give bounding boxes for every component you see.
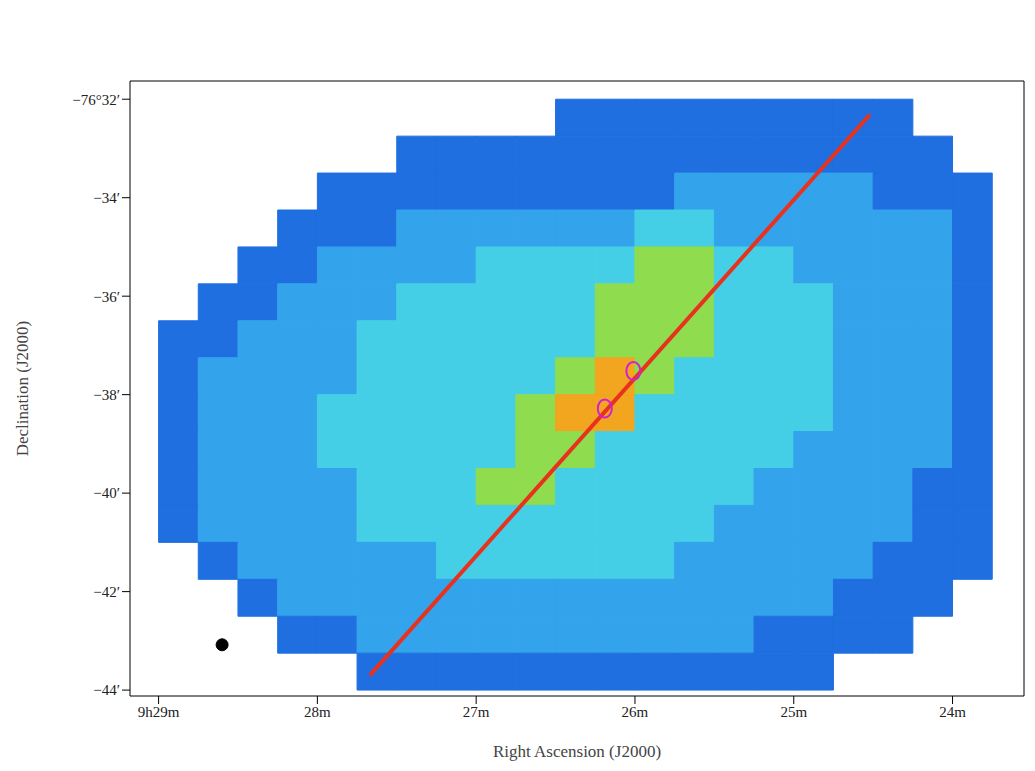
svg-text:28m: 28m [304,704,331,720]
svg-text:Declination (J2000): Declination (J2000) [13,321,32,457]
svg-text:−36′: −36′ [93,289,120,305]
svg-text:−40′: −40′ [93,485,120,501]
svg-text:−34′: −34′ [93,190,120,206]
svg-text:9h29m: 9h29m [138,704,180,720]
svg-text:−38′: −38′ [93,387,120,403]
svg-text:Right Ascension (J2000): Right Ascension (J2000) [493,742,661,761]
svg-text:25m: 25m [780,704,807,720]
svg-text:27m: 27m [463,704,490,720]
svg-text:24m: 24m [939,704,966,720]
svg-text:−76°32′: −76°32′ [72,92,120,108]
svg-text:26m: 26m [622,704,649,720]
svg-text:−42′: −42′ [93,584,120,600]
svg-text:−44′: −44′ [93,682,120,698]
